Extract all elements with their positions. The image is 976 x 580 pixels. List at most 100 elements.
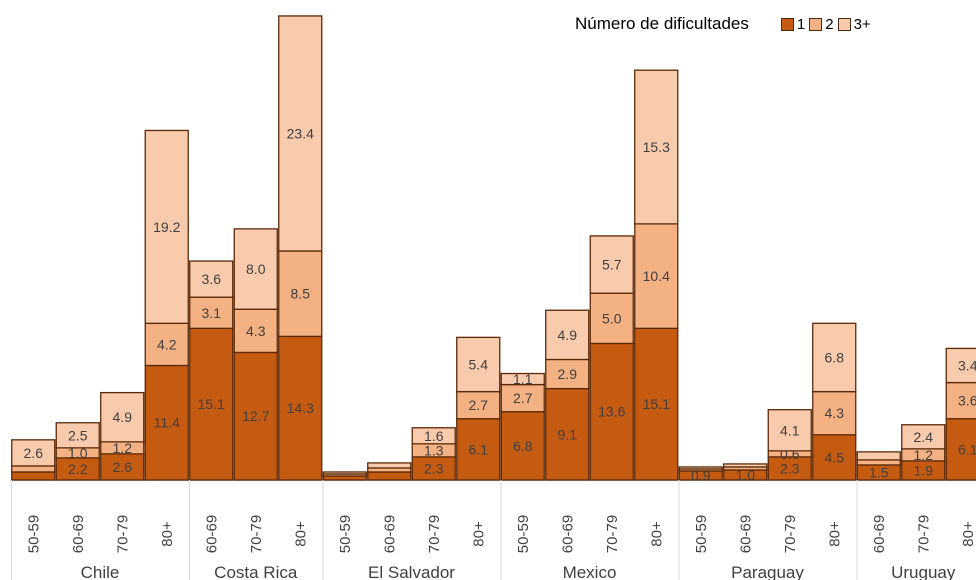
bar-segment-costa-rica-70-79-s1 xyxy=(233,351,278,481)
legend-item-3plus: 3+ xyxy=(837,15,871,33)
legend-swatch-3plus xyxy=(837,17,851,31)
legend-title: Número de dificultades xyxy=(575,14,749,33)
legend-swatch-1 xyxy=(780,17,794,31)
x-category-label: El Salvador xyxy=(368,563,455,580)
bar-segment-el-salvador-80+-s1 xyxy=(456,418,501,481)
x-tick-label: 70-79 xyxy=(114,515,131,553)
data-label: 15.1 xyxy=(643,396,670,412)
bar-segment-chile-60-69-s3 xyxy=(55,422,100,449)
x-tick-label: 70-79 xyxy=(426,515,443,553)
legend-label-1: 1 xyxy=(796,15,806,33)
data-label: 6.8 xyxy=(825,349,845,365)
bar-segment-el-salvador-70-79-s3 xyxy=(411,427,456,445)
data-label: 6.8 xyxy=(513,438,533,454)
bar-segment-uruguay-60-69-s3 xyxy=(856,451,901,461)
x-category-label: Mexico xyxy=(563,563,617,580)
bar-segment-costa-rica-80+-s1 xyxy=(278,335,323,481)
legend-item-2: 2 xyxy=(809,15,834,33)
bar-segment-el-salvador-60-69-s3 xyxy=(367,462,412,469)
bar-segment-mexico-70-79-s1 xyxy=(589,342,634,481)
x-tick-label: 50-59 xyxy=(693,515,710,553)
data-label: 2.3 xyxy=(424,460,444,476)
bar-segment-uruguay-60-69-s2 xyxy=(856,459,901,466)
data-label: 19.2 xyxy=(153,219,180,235)
bar-segment-mexico-50-59-s2 xyxy=(500,383,545,413)
bar-segment-mexico-70-79-s2 xyxy=(589,292,634,345)
data-label: 5.4 xyxy=(469,356,489,372)
x-tick-label: 50-59 xyxy=(25,515,42,553)
legend-swatch-2 xyxy=(809,17,823,31)
data-label: 1.9 xyxy=(914,462,934,478)
data-label: 1.6 xyxy=(424,428,444,444)
data-label: 9.1 xyxy=(558,426,578,442)
x-category-label: Paraguay xyxy=(731,563,804,580)
x-tick-label: 50-59 xyxy=(337,515,354,553)
bar-segment-uruguay-80+-s1 xyxy=(945,418,976,481)
bar-segment-paraguay-80+-s3 xyxy=(812,322,857,393)
bar-segment-el-salvador-50-59-s3 xyxy=(322,471,367,475)
bar-segment-costa-rica-80+-s2 xyxy=(278,250,323,338)
data-label: 6.1 xyxy=(469,441,489,457)
data-label: 5.7 xyxy=(602,257,622,273)
x-tick-label: 80+ xyxy=(960,521,976,547)
bar-segment-chile-70-79-s1 xyxy=(100,453,145,481)
bar-segment-chile-70-79-s3 xyxy=(100,391,145,443)
x-tick-label: 60-69 xyxy=(871,515,888,553)
data-label: 1.0 xyxy=(736,467,756,483)
x-tick-label: 60-69 xyxy=(203,515,220,553)
x-tick-label: 50-59 xyxy=(515,515,532,553)
data-label: 2.4 xyxy=(914,429,934,445)
data-label: 1.2 xyxy=(914,447,934,463)
x-tick-label: 80+ xyxy=(470,521,487,547)
x-category-label: Uruguay xyxy=(891,563,956,580)
x-category-label: Chile xyxy=(81,563,120,580)
data-label: 3.4 xyxy=(958,357,976,373)
x-tick-label: 60-69 xyxy=(737,515,754,553)
data-label: 13.6 xyxy=(598,404,625,420)
data-label: 1.0 xyxy=(68,445,88,461)
x-tick-label: 80+ xyxy=(159,521,176,547)
bar-segment-mexico-50-59-s1 xyxy=(500,411,545,481)
x-tick-label: 70-79 xyxy=(915,515,932,553)
data-label: 1.3 xyxy=(424,442,444,458)
data-label: 15.3 xyxy=(643,139,670,155)
data-label: 3.6 xyxy=(958,393,976,409)
data-label: 2.7 xyxy=(513,390,533,406)
bar-segment-mexico-80+-s3 xyxy=(634,69,679,225)
data-label: 3.6 xyxy=(202,271,222,287)
data-label: 2.2 xyxy=(68,461,88,477)
data-label: 1.2 xyxy=(113,440,133,456)
legend-item-1: 1 xyxy=(780,15,806,33)
bar-segment-paraguay-60-69-s3 xyxy=(723,463,768,468)
bar-segment-el-salvador-60-69-s1 xyxy=(367,471,412,481)
bar-segment-chile-80+-s2 xyxy=(144,322,189,367)
x-tick-label: 80+ xyxy=(648,521,665,547)
data-label: 2.7 xyxy=(469,397,489,413)
data-label: 4.3 xyxy=(825,405,845,421)
bar-segment-uruguay-80+-s2 xyxy=(945,381,976,420)
bar-segment-costa-rica-70-79-s2 xyxy=(233,308,278,354)
data-label: 2.9 xyxy=(558,366,578,382)
legend: Número de dificultades 1 2 3+ xyxy=(575,12,875,36)
bar-segment-el-salvador-80+-s2 xyxy=(456,390,501,420)
x-tick-label: 70-79 xyxy=(248,515,265,553)
legend-label-2: 2 xyxy=(825,15,834,33)
x-tick-label: 60-69 xyxy=(70,515,87,553)
x-tick-label: 70-79 xyxy=(782,515,799,553)
data-label: 6.1 xyxy=(958,441,976,457)
data-label: 4.2 xyxy=(157,336,177,352)
data-label: 11.4 xyxy=(154,415,180,431)
bar-segment-chile-80+-s3 xyxy=(144,129,189,324)
legend-label-3plus: 3+ xyxy=(853,15,871,33)
x-tick-label: 80+ xyxy=(292,521,309,547)
data-label: 5.0 xyxy=(602,310,622,326)
bar-segment-mexico-60-69-s3 xyxy=(545,309,590,361)
bar-segment-costa-rica-60-69-s1 xyxy=(189,327,234,481)
data-label: 1.1 xyxy=(513,371,533,387)
bar-segment-chile-50-59-s2 xyxy=(11,465,56,473)
data-label: 12.7 xyxy=(242,408,269,424)
data-label: 14.3 xyxy=(287,400,314,416)
data-label: 4.9 xyxy=(113,409,133,425)
data-label: 4.1 xyxy=(780,422,800,438)
